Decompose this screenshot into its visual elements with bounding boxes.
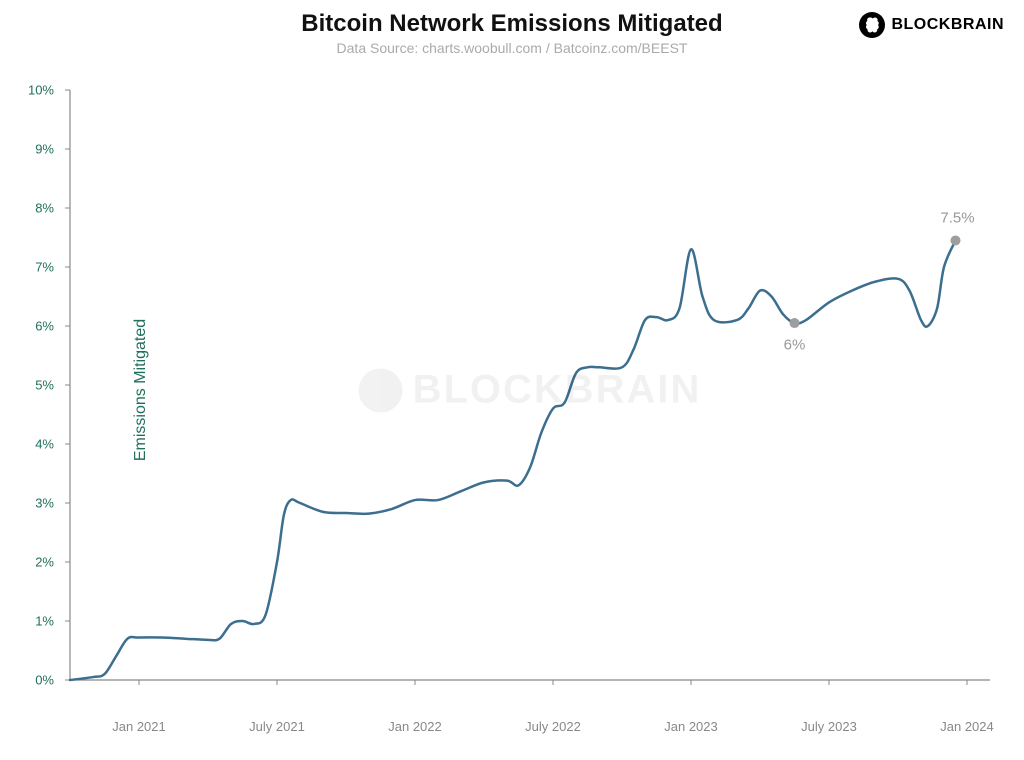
y-tick-label: 8%: [20, 201, 54, 216]
y-tick-label: 3%: [20, 496, 54, 511]
y-tick-label: 4%: [20, 437, 54, 452]
y-tick-label: 10%: [20, 83, 54, 98]
y-tick-label: 9%: [20, 142, 54, 157]
chart-container: Bitcoin Network Emissions Mitigated Data…: [0, 0, 1024, 760]
emissions-line: [70, 240, 956, 680]
x-tick-label: Jan 2023: [664, 719, 718, 734]
plot-svg: [60, 70, 1000, 710]
brand-name: BLOCKBRAIN: [891, 16, 1004, 34]
y-axis-label: Emissions Mitigated: [132, 319, 150, 461]
brand-logo: BLOCKBRAIN: [859, 12, 1004, 38]
y-tick-label: 2%: [20, 555, 54, 570]
y-tick-label: 1%: [20, 614, 54, 629]
y-tick-label: 6%: [20, 319, 54, 334]
x-tick-label: Jan 2021: [112, 719, 166, 734]
chart-subtitle: Data Source: charts.woobull.com / Batcoi…: [0, 40, 1024, 56]
y-tick-label: 5%: [20, 378, 54, 393]
annotation-label: 7.5%: [940, 210, 974, 227]
x-tick-label: July 2023: [801, 719, 857, 734]
x-tick-label: Jan 2022: [388, 719, 442, 734]
y-tick-label: 7%: [20, 260, 54, 275]
brain-icon: [859, 12, 885, 38]
x-tick-label: July 2022: [525, 719, 581, 734]
data-marker: [951, 235, 961, 245]
y-tick-label: 0%: [20, 673, 54, 688]
plot-area: Emissions Mitigated BLOCKBRAIN 0%1%2%3%4…: [60, 70, 1000, 710]
x-tick-label: July 2021: [249, 719, 305, 734]
annotation-label: 6%: [784, 337, 806, 354]
data-marker: [790, 318, 800, 328]
x-tick-label: Jan 2024: [940, 719, 994, 734]
